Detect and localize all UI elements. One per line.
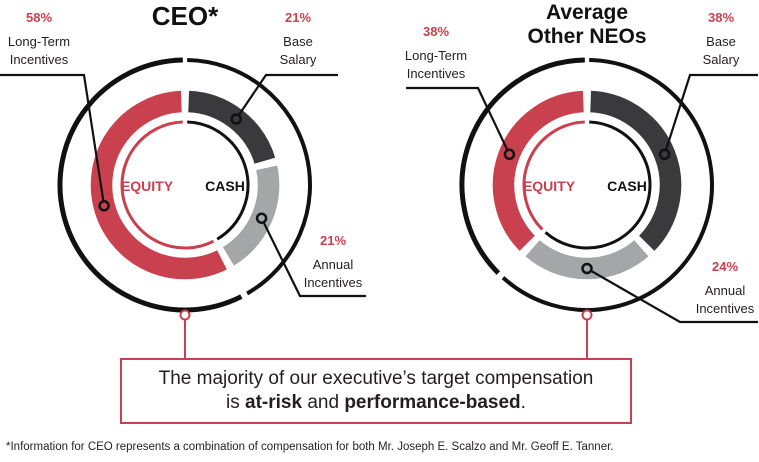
leader-line-lti-0	[0, 73, 106, 206]
center-label-cash-1: CASH	[607, 178, 647, 194]
footnote: *Information for CEO represents a combin…	[6, 441, 614, 453]
equity-outer-arc-1	[459, 57, 585, 275]
leader-dot-base-1	[658, 148, 671, 161]
slice-annual-0	[220, 163, 281, 268]
leader-line-base-0	[235, 73, 338, 120]
center-label-equity-0: EQUITY	[121, 178, 174, 194]
pct-label-annual-0: 21%	[320, 233, 346, 248]
cash-inner-arc-0	[187, 120, 250, 241]
slice-label-annual-0: Annual Incentives	[304, 257, 363, 290]
pct-label-lti-0: 58%	[26, 10, 52, 25]
pct-label-lti-1: 38%	[423, 24, 449, 39]
slice-annual-1	[523, 238, 651, 281]
leader-line-annual-0	[260, 217, 366, 298]
leader-dot-annual-1	[581, 262, 593, 275]
slice-base-0	[186, 89, 278, 166]
pct-label-base-1: 38%	[708, 10, 734, 25]
at-risk-callout-box: The majority of our executive’s target c…	[120, 358, 632, 424]
cash-outer-arc-1	[501, 58, 714, 312]
chart-title-ceo: CEO*	[152, 1, 219, 31]
callout-and: and	[302, 392, 345, 413]
center-label-cash-0: CASH	[205, 178, 245, 194]
callout-performance-based: performance-based	[344, 392, 521, 413]
slice-base-1	[588, 89, 683, 254]
callout-at-risk: at-risk	[245, 392, 303, 413]
cash-inner-arc-1	[544, 120, 652, 250]
slice-lti-0	[89, 89, 229, 281]
leader-dot-lti-0	[98, 200, 110, 212]
slice-label-base-1: Base Salary	[703, 34, 740, 67]
pct-label-annual-1: 24%	[712, 259, 738, 274]
equity-inner-arc-1	[522, 120, 585, 231]
chart-title-neos: Average Other NEOs	[527, 1, 646, 48]
callout-connector-dot-1	[581, 309, 593, 321]
leader-line-annual-1	[586, 267, 758, 324]
callout-line-1: The majority of our executive’s target c…	[158, 368, 594, 389]
leader-line-lti-1	[406, 86, 511, 155]
slice-label-lti-1: Long-Term Incentives	[405, 48, 467, 81]
leader-dot-base-0	[230, 113, 242, 125]
slice-lti-1	[491, 89, 586, 254]
slice-label-annual-1: Annual Incentives	[696, 283, 755, 316]
center-label-equity-1: EQUITY	[523, 178, 576, 194]
leader-dot-lti-1	[503, 148, 516, 161]
equity-inner-arc-0	[120, 120, 215, 250]
equity-outer-arc-0	[57, 57, 243, 313]
leader-dot-annual-0	[255, 212, 268, 224]
callout-line-2-prefix: is	[226, 392, 246, 413]
callout-connector-dot-0	[179, 309, 191, 321]
callout-period: .	[520, 392, 526, 413]
slice-label-lti-0: Long-Term Incentives	[8, 34, 70, 67]
slice-label-base-0: Base Salary	[280, 34, 317, 67]
pct-label-base-0: 21%	[285, 10, 311, 25]
leader-line-base-1	[663, 73, 758, 155]
